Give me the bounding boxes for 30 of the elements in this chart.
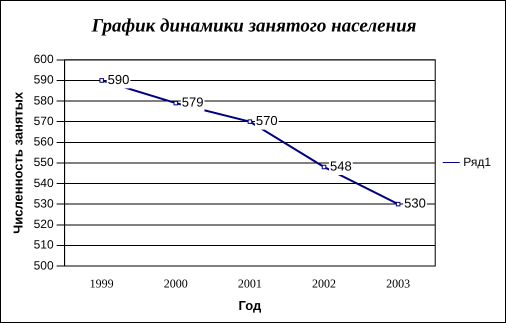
- y-tick-label: 520: [34, 217, 54, 232]
- y-tick-label: 570: [34, 114, 54, 128]
- y-tick-label: 590: [34, 72, 54, 87]
- x-tick-label: 2001: [238, 276, 262, 290]
- y-tick-label: 560: [34, 134, 54, 149]
- data-label: 548: [330, 158, 352, 174]
- data-label: 530: [404, 196, 426, 211]
- chart-title: График динамики занятого населения: [90, 15, 417, 36]
- point: [99, 78, 104, 83]
- x-tick-label: 2000: [164, 276, 188, 290]
- data-label: 579: [182, 94, 204, 110]
- x-tick-label: 1999: [90, 276, 114, 290]
- x-tick-label: 2003: [386, 276, 410, 290]
- point: [248, 119, 252, 124]
- y-tick-label: 580: [34, 93, 54, 108]
- x-axis-title: Год: [238, 298, 262, 313]
- y-tick-label: 550: [34, 155, 54, 170]
- y-tick-label: 530: [34, 196, 54, 210]
- legend-label: Ряд1: [463, 154, 492, 169]
- y-axis-title: Численность занятых: [10, 91, 26, 234]
- x-tick-label: 2002: [312, 276, 336, 290]
- y-tick-label: 540: [34, 176, 54, 190]
- data-label: 590: [108, 72, 130, 87]
- y-tick-label: 510: [34, 238, 54, 252]
- point: [396, 202, 400, 206]
- point: [174, 100, 178, 106]
- point: [322, 164, 326, 170]
- data-label: 570: [256, 113, 278, 128]
- y-tick-label: 500: [34, 258, 54, 272]
- y-tick-label: 600: [34, 52, 54, 66]
